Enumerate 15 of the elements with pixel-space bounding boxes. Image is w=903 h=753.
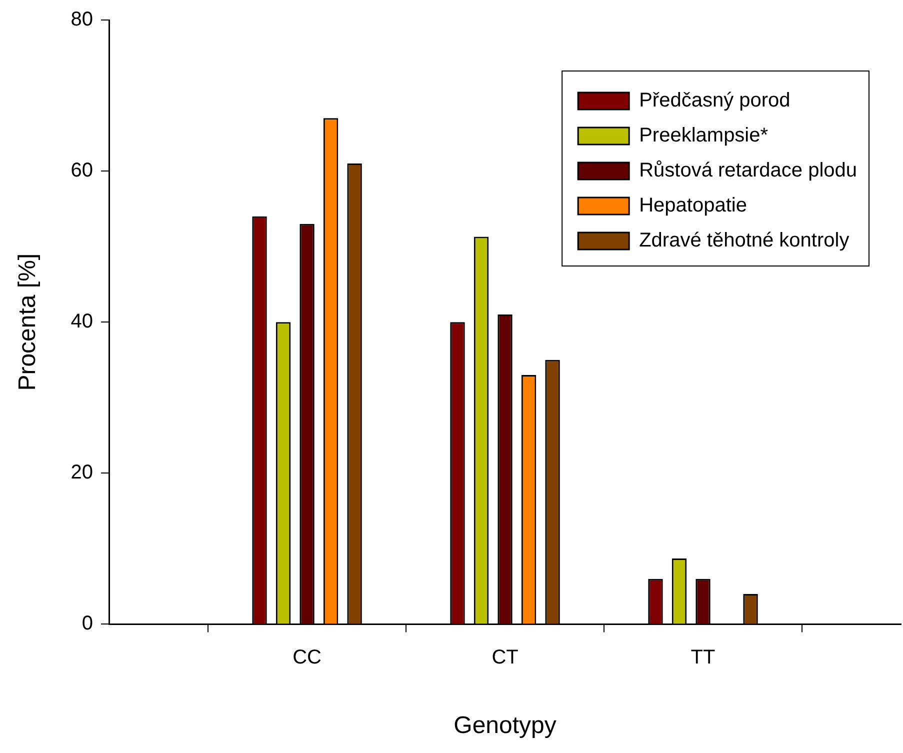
x-axis-title: Genotypy bbox=[454, 712, 556, 740]
legend-label: Preeklampsie* bbox=[639, 124, 768, 147]
y-tick-label: 20 bbox=[70, 462, 94, 484]
legend-label: Předčasný porod bbox=[639, 90, 790, 112]
legend-label: Zdravé těhotné kontroly bbox=[639, 230, 850, 252]
y-tick-label: 0 bbox=[82, 612, 94, 635]
x-tick-label: CC bbox=[292, 646, 322, 669]
y-tick-label: 80 bbox=[70, 8, 94, 31]
y-tick-label: 60 bbox=[70, 160, 94, 182]
x-tick-label: TT bbox=[690, 646, 716, 669]
y-tick-label: 40 bbox=[70, 310, 94, 333]
legend-label: Hepatopatie bbox=[639, 194, 747, 217]
y-axis-title: Procenta [%] bbox=[14, 253, 42, 391]
x-tick-label: CT bbox=[492, 646, 518, 669]
legend-label: Růstová retardace plodu bbox=[639, 160, 858, 182]
